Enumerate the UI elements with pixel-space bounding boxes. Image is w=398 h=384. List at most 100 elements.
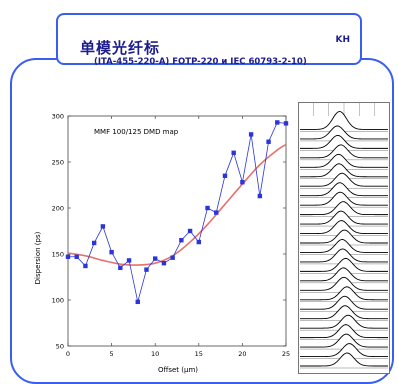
pulse-trace-fill	[300, 343, 388, 360]
pulse-trace-fill	[300, 286, 388, 303]
pulse-trace-fill	[300, 334, 388, 351]
pulse-trace	[300, 134, 388, 149]
pulse-trace	[300, 210, 388, 225]
pulse-trace	[300, 182, 388, 197]
data-point	[74, 254, 79, 259]
pulse-trace-fill	[300, 182, 388, 199]
data-point	[170, 255, 175, 260]
pulse-trace-fill	[300, 296, 388, 313]
data-point	[231, 150, 236, 155]
series-1	[67, 143, 287, 266]
y-tick-label: 100	[52, 297, 64, 305]
pulse-trace	[300, 305, 388, 320]
data-point	[179, 238, 184, 243]
data-line	[68, 122, 287, 302]
plot-area	[67, 115, 287, 347]
pulse-trace	[300, 153, 388, 168]
data-point	[187, 228, 193, 234]
pulse-trace	[300, 333, 388, 348]
header-tag: KH	[335, 35, 350, 45]
x-tick-label: 25	[282, 350, 290, 358]
data-point	[100, 224, 106, 229]
pulse-trace	[300, 229, 388, 244]
data-point	[214, 210, 219, 215]
pulse-trace	[300, 343, 388, 357]
data-point	[135, 299, 140, 305]
pulse-trace-fill	[300, 305, 388, 322]
data-point	[240, 180, 245, 185]
pulse-trace-fill	[300, 220, 388, 237]
pulse-trace-fill	[300, 267, 388, 284]
pulse-trace	[300, 248, 388, 263]
data-point	[161, 261, 167, 266]
data-point	[83, 263, 88, 269]
y-tick-label: 300	[52, 113, 64, 121]
header-box: 单模光纤标 KH (ITA-455-220-A) FOTP-220 и IEC …	[56, 13, 362, 67]
data-point	[275, 120, 280, 125]
y-tick-label: 200	[52, 205, 64, 213]
pulse-trace	[300, 125, 388, 140]
pulse-trace	[300, 172, 388, 187]
series-0	[65, 120, 289, 305]
pulse-trace-fill	[300, 324, 388, 341]
pulse-trace	[300, 144, 388, 159]
pulse-trace	[300, 267, 388, 282]
pulse-trace-fill	[300, 144, 388, 161]
pulse-trace	[300, 191, 388, 206]
pulse-trace-fill	[300, 230, 388, 246]
data-point	[257, 193, 263, 199]
data-point	[65, 254, 71, 259]
data-point	[266, 139, 271, 144]
x-tick-label: 0	[66, 350, 70, 358]
data-point	[153, 256, 158, 261]
pulse-trace	[300, 163, 388, 178]
pulse-trace	[300, 314, 388, 329]
data-point	[91, 240, 97, 246]
data-point	[283, 121, 289, 126]
x-tick-label: 10	[151, 350, 159, 358]
pulse-trace-fill	[300, 111, 388, 133]
pulse-trace-fill	[300, 239, 388, 256]
pulse-trace-fill	[300, 211, 388, 228]
pulse-trace	[300, 257, 388, 272]
pulse-trace-fill	[300, 258, 388, 275]
data-point	[248, 132, 254, 137]
fit-curve	[67, 143, 287, 266]
pulse-trace-fill	[300, 277, 388, 294]
dmd-chart: 0 5 10 15 20 25 50 100 150 200 250 300 MMF 100/125 …	[34, 113, 290, 375]
y-tick-label: 50	[56, 343, 64, 351]
y-tick-label: 150	[52, 251, 64, 259]
pulse-trace-fill	[300, 353, 388, 369]
x-tick-label: 20	[238, 350, 246, 358]
pulse-trace-fill	[300, 154, 388, 171]
pulse-trace	[300, 110, 388, 130]
y-axis-label: Dispersion (ps)	[34, 231, 42, 284]
data-point	[205, 205, 210, 211]
data-point	[109, 249, 114, 255]
pulse-trace	[300, 286, 388, 301]
pulse-trace-fill	[300, 315, 388, 332]
chart-title: MMF 100/125 DMD map	[94, 128, 179, 136]
pulse-trace-fill	[300, 173, 388, 190]
data-point	[196, 239, 201, 245]
header-subtitle: (ITA-455-220-A) FOTP-220 и IEC 60793-2-1…	[94, 57, 307, 67]
pulse-trace-fill	[300, 135, 388, 152]
x-axis-label: Offset (μm)	[158, 366, 198, 374]
pulse-trace	[300, 352, 388, 367]
pulse-trace-fill	[300, 163, 388, 180]
data-point	[118, 265, 123, 270]
pulse-trace	[300, 220, 388, 234]
data-point	[126, 258, 132, 263]
y-tick-label: 250	[52, 159, 64, 167]
header-title: 单模光纤标	[80, 39, 161, 57]
pulse-trace-fill	[300, 201, 388, 218]
pulse-trace-fill	[300, 192, 388, 209]
data-point	[222, 173, 228, 178]
pulse-trace	[300, 201, 388, 216]
x-tick-label: 5	[110, 350, 114, 358]
pulse-trace-fill	[300, 248, 388, 265]
pulse-trace	[300, 324, 388, 339]
dmd-pulse-ridge-plot	[298, 102, 390, 374]
data-point	[144, 267, 149, 272]
pulse-trace	[300, 239, 388, 253]
